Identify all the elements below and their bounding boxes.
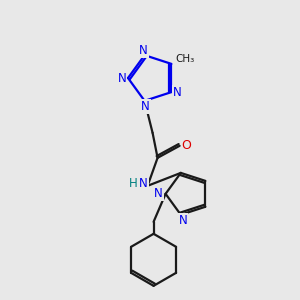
Text: N: N — [118, 71, 126, 85]
Text: CH₃: CH₃ — [176, 54, 195, 64]
Text: N: N — [141, 100, 150, 113]
Text: N: N — [173, 85, 182, 99]
Text: H: H — [129, 177, 138, 190]
Text: N: N — [178, 214, 187, 227]
Text: N: N — [139, 177, 148, 190]
Text: N: N — [154, 187, 163, 200]
Text: N: N — [139, 44, 148, 57]
Text: O: O — [182, 139, 191, 152]
